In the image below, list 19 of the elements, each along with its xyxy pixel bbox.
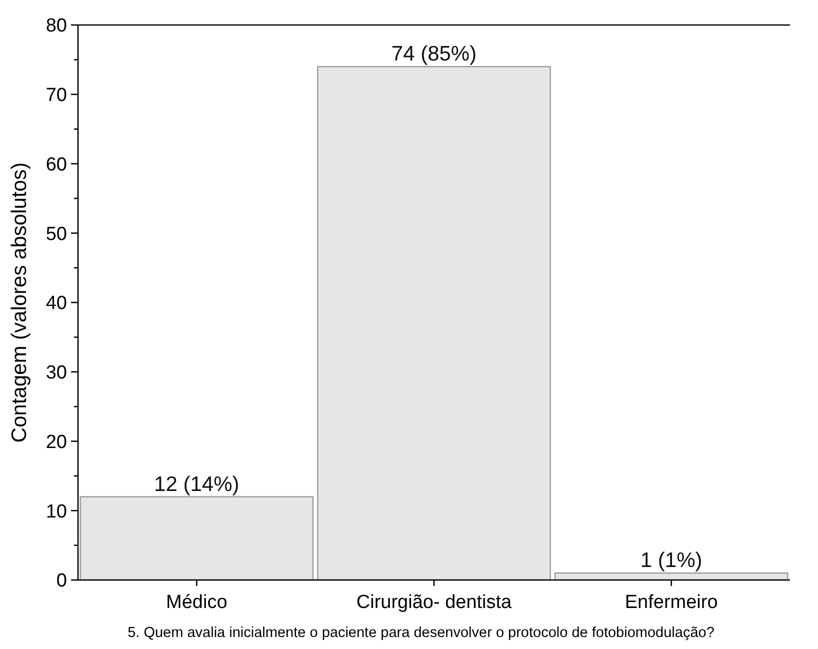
bar bbox=[80, 496, 314, 581]
y-tick-label: 40 bbox=[46, 293, 67, 314]
x-tick-label: Cirurgião- dentista bbox=[356, 592, 512, 613]
y-tick-label: 30 bbox=[46, 362, 67, 384]
y-tick-label: 80 bbox=[46, 16, 67, 37]
y-tick-label: 0 bbox=[56, 570, 67, 592]
bar bbox=[317, 66, 551, 581]
data-label: 74 (85%) bbox=[391, 42, 477, 66]
y-tick-label: 50 bbox=[46, 224, 67, 245]
data-label: 12 (14%) bbox=[154, 472, 240, 496]
x-tick-label: Médico bbox=[166, 592, 228, 613]
y-axis-title: Contagem (valores absolutos) bbox=[8, 162, 31, 443]
data-label: 1 (1%) bbox=[640, 549, 702, 572]
text: 5. Quem avalia inicialmente o paciente para desenvolver o protocolo de fotobiomodulação? bbox=[128, 625, 714, 641]
y-tick-label: 70 bbox=[46, 85, 67, 106]
y-tick-label: 20 bbox=[46, 432, 67, 453]
y-tick-label: 10 bbox=[46, 501, 67, 522]
x-tick-label: Enfermeiro bbox=[624, 592, 718, 613]
y-tick-label: 60 bbox=[46, 154, 67, 176]
